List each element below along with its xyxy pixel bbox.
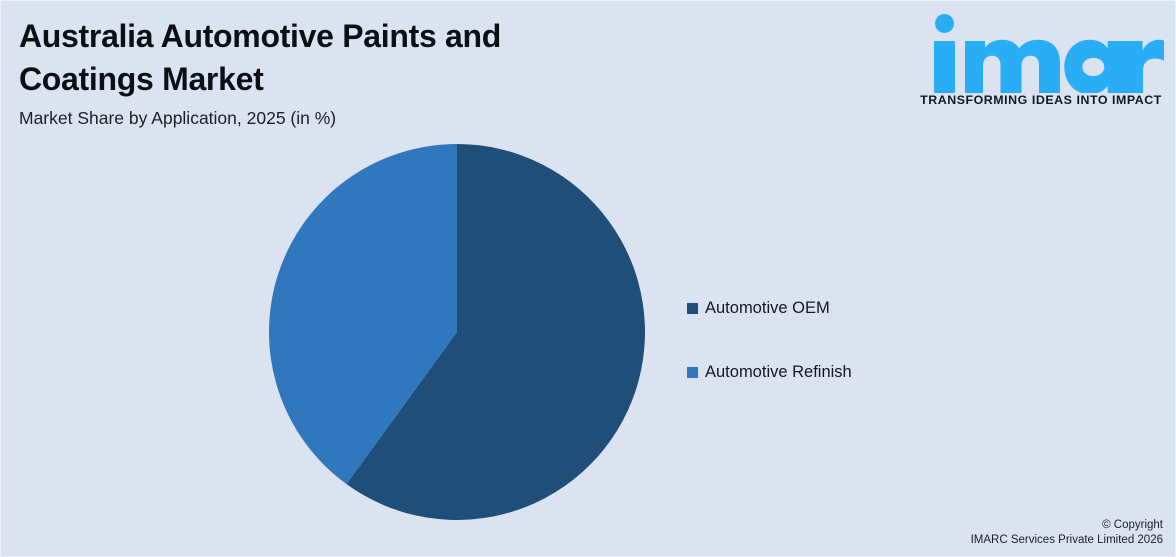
copyright-line-2: IMARC Services Private Limited 2026 [970, 534, 1163, 546]
imarc-wordmark-icon [934, 14, 1164, 93]
pie-slice-automotive-refinish[interactable] [269, 144, 457, 485]
pie-slice-automotive-oem[interactable] [346, 144, 645, 520]
legend-label: Automotive OEM [705, 299, 830, 317]
logo-tagline: TRANSFORMING IDEAS INTO IMPACT [920, 93, 1162, 107]
imarc-logo: TRANSFORMING IDEAS INTO IMPACT [917, 11, 1165, 107]
chart-subtitle: Market Share by Application, 2025 (in %) [19, 108, 337, 128]
copyright-line-1: © Copyright [1102, 519, 1163, 531]
copyright-block: © Copyright IMARC Services Private Limit… [971, 518, 1163, 548]
legend-swatch-icon [687, 366, 698, 378]
pie-chart-svg [269, 144, 645, 520]
chart-legend: Automotive OEM Automotive Refinish [687, 297, 1007, 383]
page-title: Australia Automotive Paints and Coatings… [19, 18, 502, 97]
legend-item-automotive-oem[interactable]: Automotive OEM [687, 297, 1007, 319]
legend-item-automotive-refinish[interactable]: Automotive Refinish [687, 361, 1007, 383]
legend-label: Automotive Refinish [705, 363, 852, 381]
pie-chart [269, 144, 645, 520]
title-block: Australia Automotive Paints and Coatings… [19, 15, 659, 129]
legend-swatch-icon [687, 302, 698, 314]
